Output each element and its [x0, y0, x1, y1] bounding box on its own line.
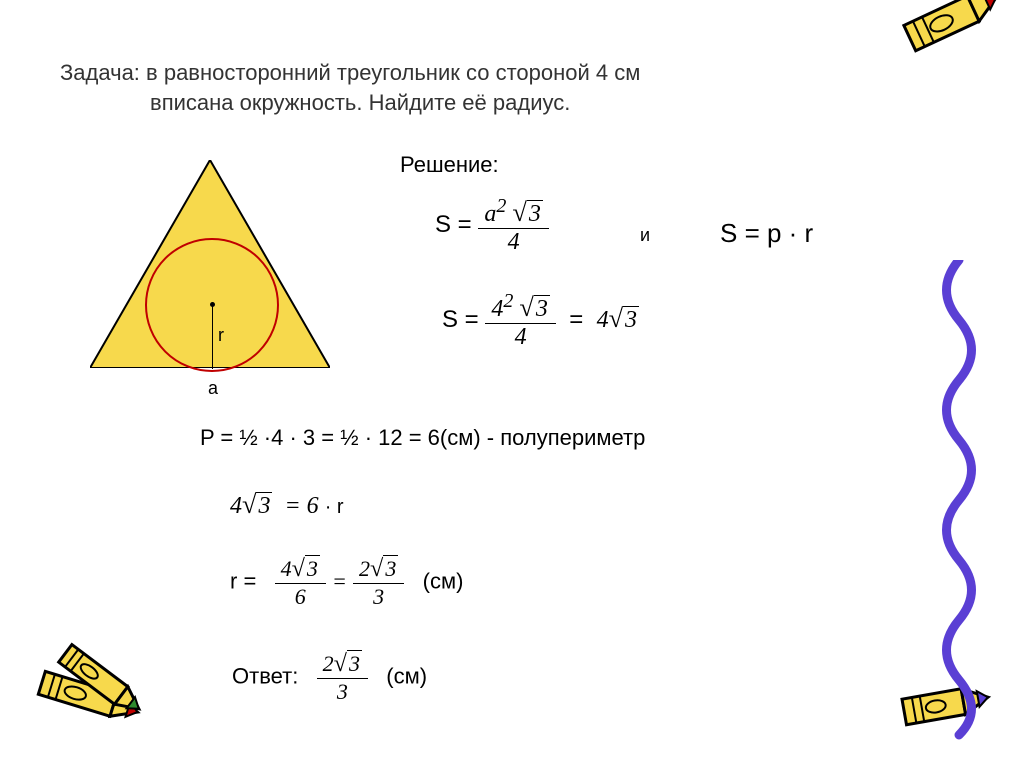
eq3-base: 4	[491, 296, 503, 322]
l5-eq: = 6	[284, 493, 318, 519]
l6-f1-sqrt: 3	[305, 555, 320, 581]
area-calc: S = 42 3 4 = 43	[442, 290, 639, 351]
ans-sqrt: 3	[347, 650, 362, 676]
crayons-bottom-left-icon	[15, 631, 176, 763]
eq3-exp: 2	[503, 290, 513, 312]
radius-calc: r = 43 6 = 23 3 (см)	[230, 555, 463, 610]
radius-line	[212, 305, 213, 369]
ans-den: 3	[317, 678, 368, 705]
l6-f1-den: 6	[275, 583, 326, 610]
l5-tail: · r	[325, 496, 344, 518]
crayon-top-right-icon	[886, 0, 1015, 75]
side-label: a	[208, 378, 218, 399]
area-formula-2: S = p · r	[720, 218, 813, 249]
eq1-lhs: S =	[435, 211, 472, 238]
solution-title: Решение:	[400, 152, 499, 178]
l6-mid: =	[332, 568, 347, 593]
area-formula-1: S = a2 3 4	[435, 195, 549, 256]
equation-solve: 43 = 6 · r	[230, 489, 344, 520]
eq3-fraction: 42 3 4	[485, 290, 555, 351]
eq3-lhs: S =	[442, 306, 479, 333]
l6-lhs: r =	[230, 568, 256, 593]
ans-coef: 2	[323, 651, 334, 676]
semiperimeter-calc: P = ½ ·4 · 3 = ½ · 12 = 6(см) - полупери…	[200, 425, 645, 451]
problem-text: Задача: в равносторонний треугольник со …	[60, 58, 780, 117]
eq3-rhs-coef: 4	[597, 307, 609, 333]
l6-f2-den: 3	[353, 583, 404, 610]
l6-f2-sqrt: 3	[383, 555, 398, 581]
inscribed-circle-diagram: r a	[80, 160, 340, 420]
problem-line1: Задача: в равносторонний треугольник со …	[60, 58, 780, 88]
l6-f1-coef: 4	[281, 556, 292, 581]
answer-unit: (см)	[386, 663, 427, 688]
l6-unit: (см)	[423, 568, 464, 593]
eq1-sqrt: 3	[527, 200, 543, 227]
and-text: и	[640, 225, 650, 246]
answer-line: Ответ: 23 3 (см)	[232, 650, 427, 705]
eq3-den: 4	[485, 323, 555, 351]
eq1-fraction: a2 3 4	[478, 195, 548, 256]
problem-line2: вписана окружность. Найдите её радиус.	[60, 88, 780, 118]
eq3-rhs-sqrt: 3	[623, 306, 639, 333]
answer-label: Ответ:	[232, 663, 298, 688]
l5-sqrt: 3	[256, 492, 272, 519]
l6-f2-coef: 2	[359, 556, 370, 581]
eq1-a: a	[484, 201, 496, 227]
eq3-mid: =	[569, 306, 583, 333]
l5-coef: 4	[230, 493, 242, 519]
squiggle-line-icon	[924, 260, 994, 740]
eq3-sqrt: 3	[534, 295, 550, 322]
eq1-exp: 2	[496, 195, 506, 217]
radius-label: r	[218, 325, 224, 346]
eq1-den: 4	[478, 228, 548, 256]
